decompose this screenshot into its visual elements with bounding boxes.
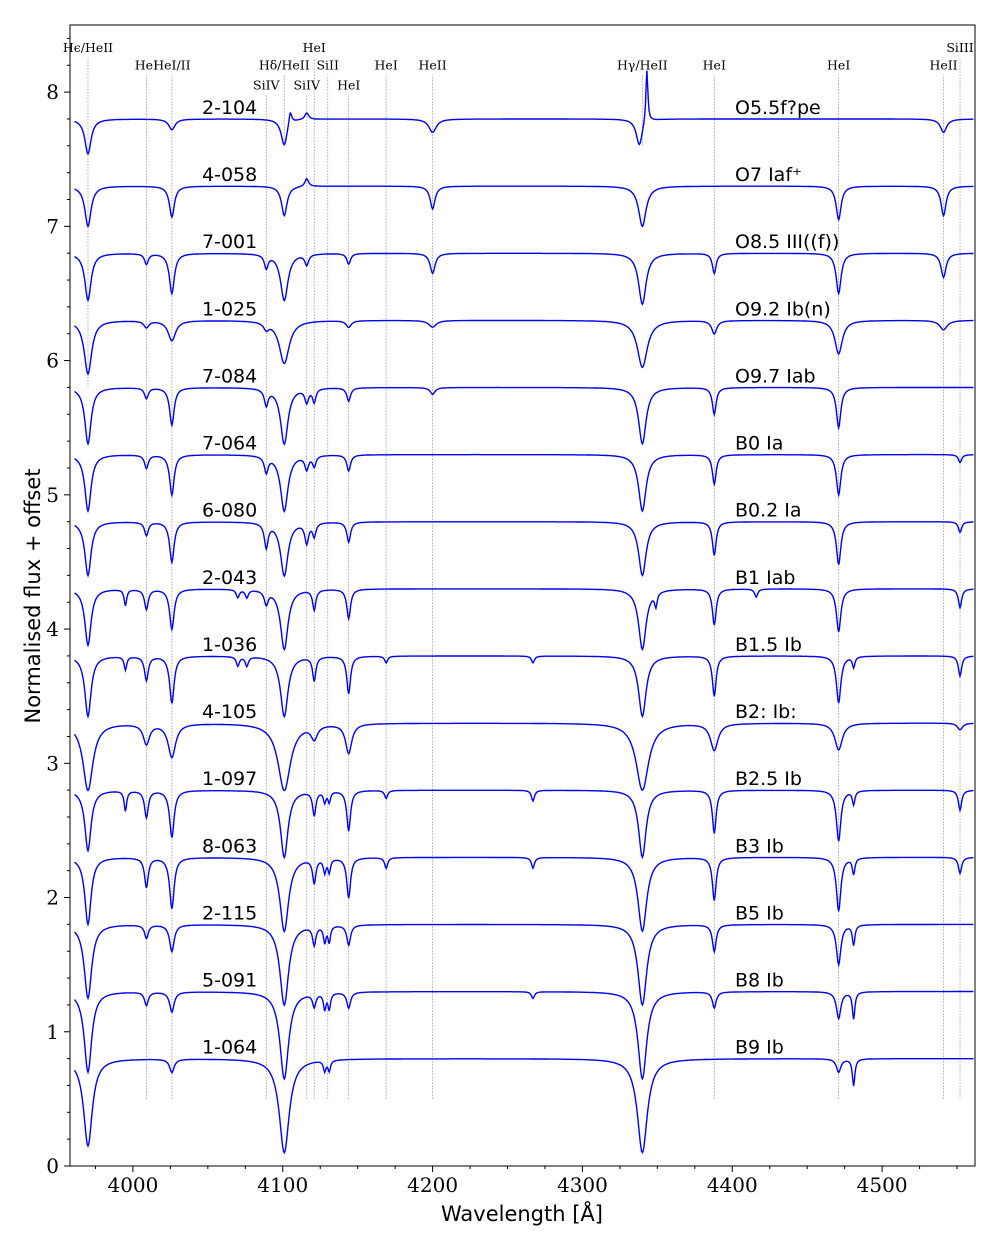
spectrum-line-8-063 (74, 856, 974, 933)
spectral-type-label-6-080: B0.2 Ia (735, 500, 802, 522)
spectral-type-label-2-115: B5 Ib (735, 902, 784, 924)
spectrum-line-1-036 (74, 655, 974, 719)
x-tick-label-4100: 4100 (257, 1173, 308, 1197)
spectrum-line-4-105 (73, 722, 974, 792)
star-id-label-7-001: 7-001 (202, 231, 257, 253)
y-tick-label-2: 2 (46, 886, 59, 910)
reference-line-label-heii-14: HeII (929, 57, 957, 72)
star-id-label-6-080: 6-080 (202, 500, 257, 522)
reference-line-label-hei-13: HeI (827, 57, 850, 72)
spectral-type-label-2-043: B1 Iab (735, 567, 795, 589)
x-tick-label-4300: 4300 (557, 1173, 608, 1197)
star-id-label-2-104: 2-104 (202, 97, 257, 119)
spectrum-line-1-025 (74, 319, 974, 376)
spectral-type-label-1-025: O9.2 Ib(n) (735, 298, 831, 320)
star-id-label-1-097: 1-097 (202, 768, 257, 790)
spectral-type-label-4-058: O7 Iaf⁺ (735, 164, 802, 186)
reference-line-label-siiv-3: SiIV (253, 77, 280, 92)
spectral-type-label-2-104: O5.5f?pe (735, 97, 821, 119)
spectrum-line-4-058 (74, 177, 974, 228)
reference-line-labels: Hϵ/HeIIHeIHeI/IISiIVHδ/HeIISiIVHeISiIIHe… (63, 40, 974, 93)
x-axis-label: Wavelength [Å] (441, 1200, 603, 1226)
reference-line-label-hei-ii-2: HeI/II (153, 57, 190, 72)
spectrum-line-1-097 (74, 789, 974, 860)
spectral-type-label-7-064: B0 Ia (735, 433, 783, 455)
y-axis-ticks: 0 1 2 3 4 5 6 7 8 (46, 37, 70, 1178)
y-tick-label-5: 5 (46, 483, 59, 507)
spectrum-line-2-043 (74, 588, 974, 652)
spectrum-line-2-115 (73, 923, 974, 1007)
reference-lines (87, 57, 961, 1099)
reference-line-label-hei-1: HeI (135, 57, 158, 72)
plot-frame (69, 24, 976, 1167)
spectral-type-label-1-036: B1.5 Ib (735, 634, 802, 656)
reference-line-label-heii-10: HeII (419, 57, 447, 72)
reference-line-label-hei-12: HeI (703, 57, 726, 72)
reference-line-label-siii-7: SiII (316, 57, 338, 72)
spectrum-line-2-104 (74, 70, 974, 156)
reference-line-label-h-heii-0: Hϵ/HeII (63, 40, 113, 55)
star-id-label-5-091: 5-091 (202, 969, 257, 991)
star-id-label-1-025: 1-025 (202, 298, 257, 320)
y-axis-label: Normalised flux + offset (21, 468, 45, 723)
spectral-type-label-5-091: B8 Ib (735, 969, 784, 991)
reference-line-label-hei-8: HeI (337, 77, 360, 92)
y-tick-label-3: 3 (46, 751, 59, 775)
x-tick-label-4400: 4400 (707, 1173, 758, 1197)
spectral-type-label-4-105: B2: Ib: (735, 701, 797, 723)
star-id-label-2-115: 2-115 (202, 902, 257, 924)
y-tick-label-1: 1 (46, 1020, 59, 1044)
spectral-type-label-1-097: B2.5 Ib (735, 768, 802, 790)
star-id-label-4-058: 4-058 (202, 164, 257, 186)
star-id-label-2-043: 2-043 (202, 567, 257, 589)
spectra-series (73, 70, 974, 1155)
spectrum-line-7-084 (74, 386, 974, 447)
y-tick-label-6: 6 (46, 349, 59, 373)
x-tick-label-4000: 4000 (107, 1173, 158, 1197)
y-tick-label-8: 8 (46, 80, 59, 104)
star-id-label-1-064: 1-064 (202, 1037, 257, 1059)
star-id-label-8-063: 8-063 (202, 835, 257, 857)
star-id-label-7-064: 7-064 (202, 433, 257, 455)
reference-line-label-hei-9: HeI (375, 57, 398, 72)
y-tick-label-0: 0 (46, 1154, 59, 1178)
spectrum-line-7-001 (74, 252, 974, 306)
y-tick-label-4: 4 (46, 617, 59, 641)
spectral-type-label-7-001: O8.5 III((f)) (735, 231, 839, 253)
reference-line-label-siiv-5: SiIV (293, 77, 320, 92)
x-tick-label-4200: 4200 (407, 1173, 458, 1197)
x-axis-ticks: 4000 4100 4200 4300 4400 4500 (94, 1166, 958, 1197)
x-tick-label-4500: 4500 (857, 1173, 908, 1197)
reference-line-label-h-heii-11: Hγ/HeII (617, 57, 668, 72)
star-id-label-1-036: 1-036 (202, 634, 257, 656)
spectrum-line-1-064 (73, 1057, 974, 1155)
y-tick-label-7: 7 (46, 214, 59, 238)
star-id-label-4-105: 4-105 (202, 701, 257, 723)
spectral-type-label-7-084: O9.7 Iab (735, 365, 816, 387)
spectrum-line-6-080 (74, 521, 974, 578)
spectral-type-label-8-063: B3 Ib (735, 835, 784, 857)
reference-line-label-hei-6: HeI (303, 40, 326, 55)
reference-line-label-h-heii-4: Hδ/HeII (259, 57, 310, 72)
spectrum-line-7-064 (74, 453, 974, 514)
reference-line-label-siiii-15: SiIII (946, 40, 973, 55)
star-id-label-7-084: 7-084 (202, 365, 257, 387)
spectrum-line-5-091 (73, 990, 974, 1081)
series-labels: 2-104 O5.5f?pe 4-058 O7 Iaf⁺ 7-001 O8.5 III((… (202, 97, 839, 1059)
spectral-type-label-1-064: B9 Ib (735, 1037, 784, 1059)
